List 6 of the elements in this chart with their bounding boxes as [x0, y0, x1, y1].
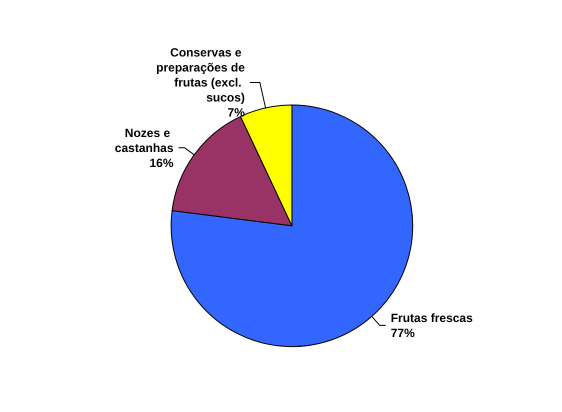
data-label: 77%: [390, 326, 416, 340]
data-label: 7%: [228, 106, 246, 120]
slice-label: Nozes e castanhas: [114, 126, 174, 155]
slice-label: Frutas frescas: [390, 310, 474, 325]
data-label: 16%: [149, 156, 174, 170]
slice-label: Conservas e preparações de frutas (excl. sucos): [156, 46, 246, 105]
